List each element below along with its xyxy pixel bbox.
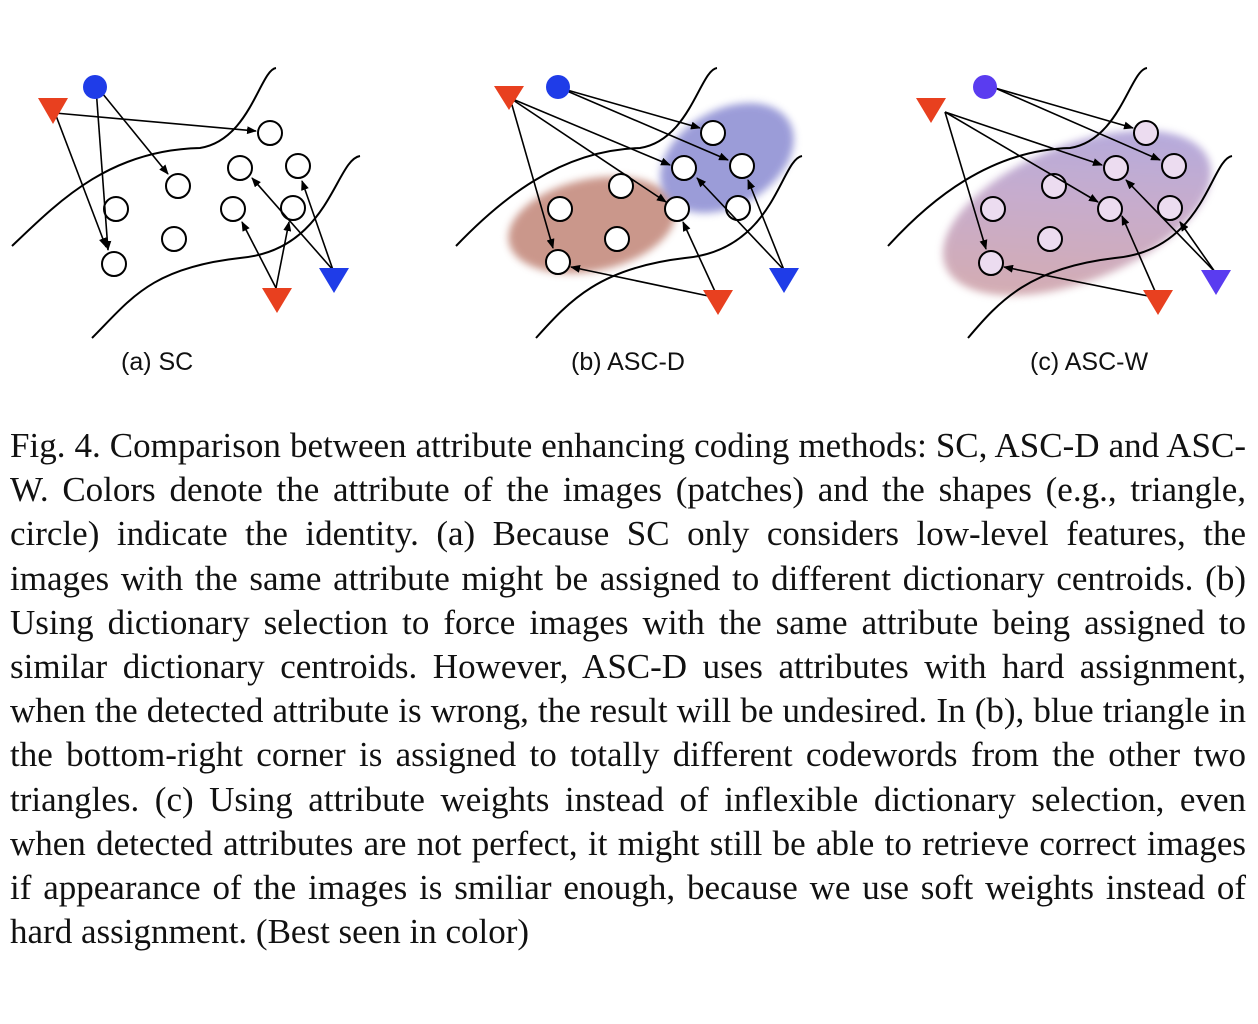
arrow bbox=[301, 180, 334, 271]
codeword-circle bbox=[1157, 195, 1183, 221]
arrow bbox=[559, 87, 729, 161]
arrow bbox=[509, 97, 667, 203]
codeword-circles bbox=[978, 120, 1187, 276]
codeword-circle bbox=[280, 195, 306, 221]
red-triangle-query bbox=[703, 290, 733, 315]
arrow bbox=[1003, 264, 1159, 299]
codeword-circle bbox=[1133, 120, 1159, 146]
codeword-circle bbox=[671, 155, 697, 181]
panel-a-sc bbox=[11, 67, 361, 339]
codeword-circle bbox=[980, 196, 1006, 222]
arrow bbox=[241, 221, 277, 289]
codeword-circle bbox=[1103, 155, 1129, 181]
panel-b-asc-d bbox=[455, 67, 803, 339]
arrow bbox=[944, 111, 988, 250]
codeword-circle bbox=[161, 226, 187, 252]
red-triangle-query bbox=[38, 98, 68, 124]
assignment-arrows bbox=[944, 87, 1216, 299]
codeword-circle bbox=[545, 249, 571, 275]
blue-triangle-query bbox=[769, 268, 799, 293]
arrow bbox=[682, 221, 719, 299]
figure-diagram bbox=[11, 67, 1233, 339]
codeword-circle bbox=[1097, 196, 1123, 222]
codeword-circle bbox=[664, 196, 690, 222]
boundary-curve bbox=[535, 155, 803, 339]
codeword-circle bbox=[101, 251, 127, 277]
arrow bbox=[570, 264, 719, 299]
boundary-curve bbox=[11, 67, 277, 247]
red-triangle-query bbox=[494, 86, 524, 110]
assignment-arrows bbox=[54, 87, 334, 289]
attribute-region-red bbox=[508, 176, 676, 274]
codeword-circle bbox=[1037, 226, 1063, 252]
arrow bbox=[275, 221, 292, 289]
red-triangle-query bbox=[916, 98, 946, 123]
arrow bbox=[1179, 221, 1216, 273]
panel-c-asc-w bbox=[887, 67, 1233, 339]
blue-triangle-query bbox=[1201, 270, 1231, 295]
arrow bbox=[509, 97, 671, 166]
codeword-circle bbox=[725, 195, 751, 221]
codeword-circle bbox=[103, 196, 129, 222]
blue-circle-query bbox=[546, 75, 570, 99]
assignment-arrows bbox=[509, 87, 785, 299]
blue-circle-query bbox=[83, 75, 107, 99]
codeword-circle bbox=[729, 153, 755, 179]
arrow bbox=[54, 112, 257, 135]
arrow bbox=[994, 87, 1134, 130]
codeword-circle bbox=[700, 120, 726, 146]
boundary-curve bbox=[967, 155, 1233, 339]
panel-label-a: (a) SC bbox=[121, 348, 194, 376]
arrow bbox=[747, 179, 785, 271]
codeword-circle bbox=[1161, 153, 1187, 179]
codeword-circle bbox=[604, 226, 630, 252]
blue-circle-query bbox=[973, 75, 997, 99]
arrow bbox=[1121, 215, 1159, 299]
attribute-weight-region bbox=[942, 130, 1212, 296]
arrow bbox=[509, 97, 555, 249]
arrow bbox=[994, 87, 1161, 161]
arrow bbox=[696, 177, 785, 271]
boundary-curve bbox=[91, 155, 361, 339]
codeword-circle bbox=[227, 155, 253, 181]
arrow bbox=[251, 177, 334, 271]
arrow bbox=[54, 112, 107, 248]
arrow bbox=[944, 111, 1099, 203]
codeword-circles bbox=[101, 120, 311, 277]
panel-label-c: (c) ASC-W bbox=[1030, 348, 1149, 376]
panel-label-b: (b) ASC-D bbox=[571, 348, 685, 376]
codeword-circle bbox=[547, 196, 573, 222]
arrow bbox=[1125, 179, 1216, 273]
blue-triangle-query bbox=[319, 268, 349, 293]
arrow bbox=[944, 111, 1103, 166]
codeword-circle bbox=[978, 250, 1004, 276]
codeword-circle bbox=[285, 153, 311, 179]
codeword-circles bbox=[545, 120, 755, 275]
arrow bbox=[559, 87, 701, 130]
boundary-curve bbox=[887, 67, 1148, 247]
codeword-circle bbox=[257, 120, 283, 146]
red-triangle-query bbox=[1143, 290, 1173, 315]
red-triangle-query bbox=[262, 288, 292, 313]
codeword-circle bbox=[165, 173, 191, 199]
arrow bbox=[97, 87, 169, 175]
codeword-circle bbox=[1041, 173, 1067, 199]
figure-caption: Fig. 4. Comparison between attribute enh… bbox=[10, 426, 1246, 952]
codeword-circle bbox=[608, 173, 634, 199]
codeword-circle bbox=[220, 196, 246, 222]
arrow bbox=[95, 87, 112, 251]
